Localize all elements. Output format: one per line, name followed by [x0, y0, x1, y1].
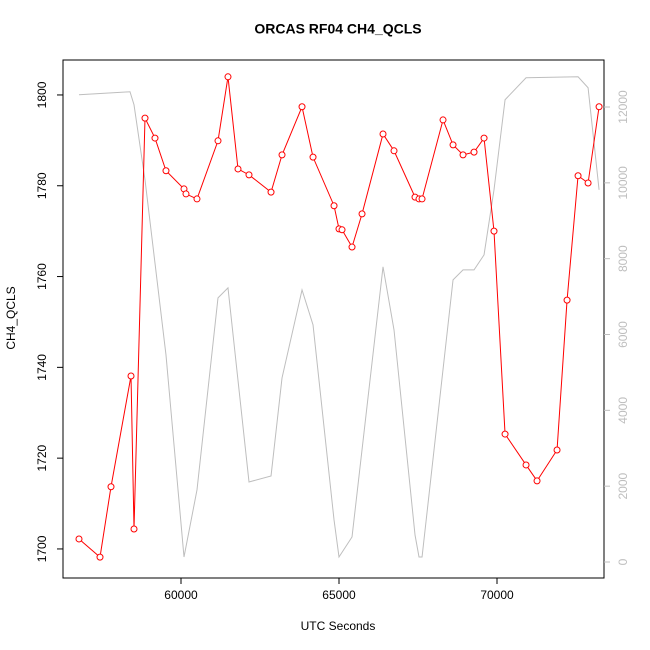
data-point: [449, 141, 457, 149]
data-point: [107, 483, 115, 491]
x-axis-label: UTC Seconds: [301, 619, 376, 633]
series-line: [78, 76, 600, 559]
data-point: [480, 134, 488, 142]
data-point: [224, 73, 232, 81]
y-axis-label: CH4_QCLS: [4, 286, 18, 349]
data-point: [490, 227, 498, 235]
data-point: [459, 151, 467, 159]
y2-tick-label: 0: [616, 558, 630, 565]
data-point: [234, 165, 242, 173]
data-point: [141, 114, 149, 122]
data-point: [151, 134, 159, 142]
data-point: [379, 130, 387, 138]
data-point: [470, 148, 478, 156]
y-tick-label: 1800: [35, 81, 49, 108]
data-point: [584, 179, 592, 187]
y2-tick-label: 4000: [616, 397, 630, 424]
y-tick-label: 1780: [35, 172, 49, 199]
series-line: [78, 76, 600, 559]
y2-tick-label: 10000: [616, 166, 630, 200]
data-point: [267, 188, 275, 196]
data-point: [75, 535, 83, 543]
y2-tick-label: 6000: [616, 321, 630, 348]
data-point: [522, 461, 530, 469]
data-point: [309, 153, 317, 161]
y-tick-label: 1760: [35, 263, 49, 290]
x-tick-label: 65000: [322, 588, 356, 602]
data-point: [278, 151, 286, 159]
data-point: [127, 372, 135, 380]
data-point: [595, 103, 603, 111]
data-point: [214, 137, 222, 145]
data-point: [245, 171, 253, 179]
y2-tick-label: 12000: [616, 90, 630, 124]
data-point: [182, 190, 190, 198]
x-tick-label: 70000: [480, 588, 514, 602]
data-point: [330, 202, 338, 210]
y-tick-label: 1700: [35, 535, 49, 562]
data-point: [162, 167, 170, 175]
data-point: [193, 195, 201, 203]
data-point: [533, 477, 541, 485]
x-tick-label: 60000: [164, 588, 198, 602]
y-tick-label: 1740: [35, 354, 49, 381]
plot-frame: [62, 59, 605, 579]
data-point: [439, 116, 447, 124]
data-point: [358, 210, 366, 218]
data-point: [390, 147, 398, 155]
y-tick-label: 1720: [35, 444, 49, 471]
data-point: [418, 195, 426, 203]
y2-tick-label: 8000: [616, 245, 630, 272]
data-point: [130, 525, 138, 533]
data-point: [501, 430, 509, 438]
data-point: [563, 296, 571, 304]
chart-title: ORCAS RF04 CH4_QCLS: [254, 21, 421, 37]
data-point: [96, 553, 104, 561]
data-point: [574, 172, 582, 180]
data-point: [348, 243, 356, 251]
data-point: [553, 446, 561, 454]
data-point: [338, 226, 346, 234]
y2-tick-label: 2000: [616, 472, 630, 499]
data-point: [298, 103, 306, 111]
